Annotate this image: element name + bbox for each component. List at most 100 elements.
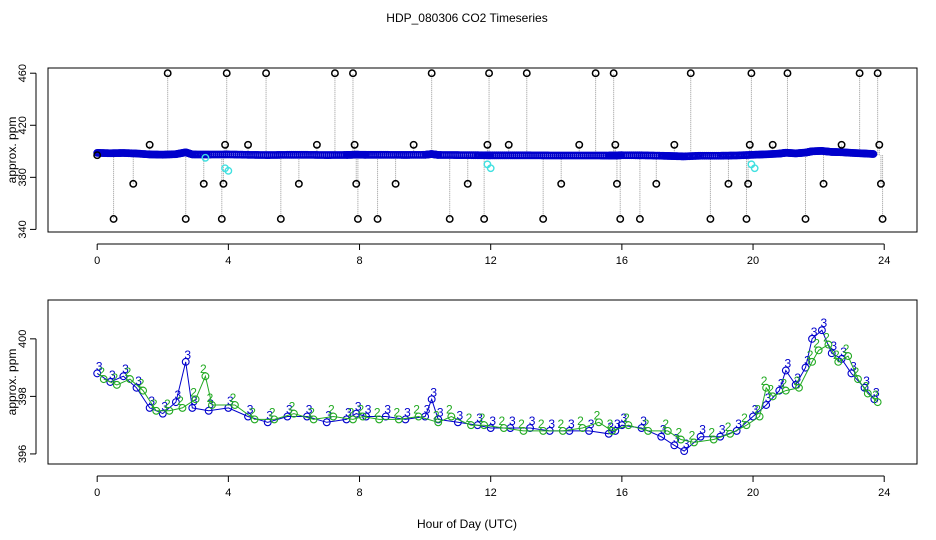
bottom-series-2-point [834, 357, 843, 366]
bottom-series-2-marker: 2 [308, 405, 315, 419]
bottom-series-3-marker: 3 [621, 411, 628, 425]
bottom-y-tick-label: 396 [17, 445, 29, 463]
bottom-series-3-point [781, 366, 790, 375]
bottom-series-2-marker: 2 [607, 417, 614, 431]
bottom-series-2-point [191, 395, 200, 404]
top-x-tick-label: 8 [356, 255, 362, 267]
bottom-series-2-marker: 2 [767, 382, 774, 396]
bottom-series-3-point [322, 418, 331, 427]
bottom-series-3-point [181, 357, 190, 366]
bottom-series-2-point [414, 412, 423, 421]
top-axes: 0 4 8 12 16 20 24 340 380 420 460 [17, 64, 890, 267]
top-raw-point [616, 215, 625, 223]
bottom-series-2-marker: 2 [823, 331, 830, 345]
bottom-x-tick-label: 4 [225, 487, 231, 499]
bottom-series-2-point [558, 426, 567, 435]
top-raw-point [878, 215, 887, 223]
bottom-series-3-marker: 3 [161, 400, 168, 414]
top-raw-point [591, 69, 600, 78]
bottom-series-2-marker: 2 [862, 380, 869, 394]
bottom-series-2-point [644, 426, 653, 435]
bottom-series-3-marker: 3 [207, 397, 214, 411]
top-raw-point [745, 140, 754, 149]
top-raw-point [294, 179, 303, 188]
bottom-series-3-marker: 3 [489, 414, 496, 428]
bottom-series-2-point [358, 412, 367, 421]
bottom-series-3-marker: 3 [683, 437, 690, 451]
bottom-series-2-marker: 2 [249, 405, 256, 419]
top-raw-point [609, 69, 618, 78]
top-raw-point [129, 179, 138, 188]
bottom-series-3-marker: 3 [660, 423, 667, 437]
top-raw-point [463, 179, 472, 188]
x-axis-title: Hour of Day (UTC) [417, 517, 517, 531]
top-raw-point [855, 69, 864, 78]
top-raw-point [706, 215, 715, 223]
top-raw-point [801, 215, 810, 223]
bottom-series-2-marker: 2 [138, 377, 145, 391]
bottom-series-2-point [755, 412, 764, 421]
bottom-series-3-marker: 3 [424, 403, 431, 417]
bottom-series-3-marker: 3 [96, 359, 103, 373]
bottom-series-3-marker: 3 [784, 356, 791, 370]
bottom-series-2-point [676, 435, 685, 444]
bottom-series-2-marker: 2 [557, 417, 564, 431]
bottom-series-2-marker: 2 [112, 371, 119, 385]
top-y-tick-label: 420 [17, 116, 29, 134]
bottom-series-3-point [696, 432, 705, 441]
bottom-series-3-marker: 3 [699, 423, 706, 437]
top-y-tick-label: 460 [17, 64, 29, 82]
bottom-series-2-point [99, 375, 108, 384]
bottom-series-2-marker: 2 [207, 391, 214, 405]
bottom-series-2-line [103, 343, 878, 443]
top-raw-point [181, 215, 190, 223]
bottom-series-3-point [171, 398, 180, 407]
bottom-series-3-marker: 3 [614, 417, 621, 431]
bottom-series-3-marker: 3 [568, 417, 575, 431]
bottom-series-2-marker: 2 [794, 374, 801, 388]
top-raw-point [349, 69, 357, 78]
bottom-series-2-point [873, 398, 882, 407]
bottom-series-2-marker: 2 [741, 411, 748, 425]
top-raw-point [742, 215, 751, 223]
bottom-series-3-point [263, 418, 272, 427]
top-raw-point [485, 69, 494, 78]
bottom-series-2-marker: 2 [623, 411, 630, 425]
bottom-series-3-marker: 3 [548, 417, 555, 431]
bottom-series-3-marker: 3 [640, 414, 647, 428]
bottom-series-2-marker: 2 [538, 417, 545, 431]
bottom-series-3-point [670, 441, 679, 450]
bottom-y-tick-label: 400 [17, 330, 29, 348]
bottom-series-3-point [847, 369, 856, 378]
top-y-tick-label: 340 [17, 220, 29, 238]
bottom-series-2-marker: 2 [807, 348, 814, 362]
bottom-series-3-marker: 3 [109, 368, 116, 382]
bottom-series-3-marker: 3 [175, 388, 182, 402]
top-raw-point [747, 69, 756, 78]
top-raw-point [373, 215, 382, 223]
bottom-series-2-point [112, 380, 121, 389]
top-raw-point [445, 215, 454, 223]
bottom-series-3-marker: 3 [266, 408, 273, 422]
bottom-series-2-point [126, 375, 134, 384]
top-x-tick-label: 0 [94, 255, 100, 267]
top-x-tick-label: 24 [878, 255, 890, 267]
bottom-series-2-point [726, 429, 735, 438]
bottom-series-3-marker: 3 [863, 374, 870, 388]
bottom-series-3-marker: 3 [430, 385, 437, 399]
top-raw-point [686, 69, 695, 78]
bottom-series-2-point [624, 421, 633, 430]
bottom-x-tick-label: 24 [878, 487, 890, 499]
bottom-series-2-marker: 2 [357, 403, 364, 417]
bottom-series-2-point [794, 383, 803, 392]
bottom-series-2-point [208, 401, 216, 409]
bottom-series-3-point [732, 426, 741, 435]
bottom-x-tick-label: 20 [747, 487, 759, 499]
top-raw-point [163, 69, 172, 78]
top-raw-point [522, 69, 531, 78]
bottom-series-3-marker: 3 [509, 414, 516, 428]
bottom-series-3-marker: 3 [873, 385, 880, 399]
top-raw-point [652, 179, 661, 188]
